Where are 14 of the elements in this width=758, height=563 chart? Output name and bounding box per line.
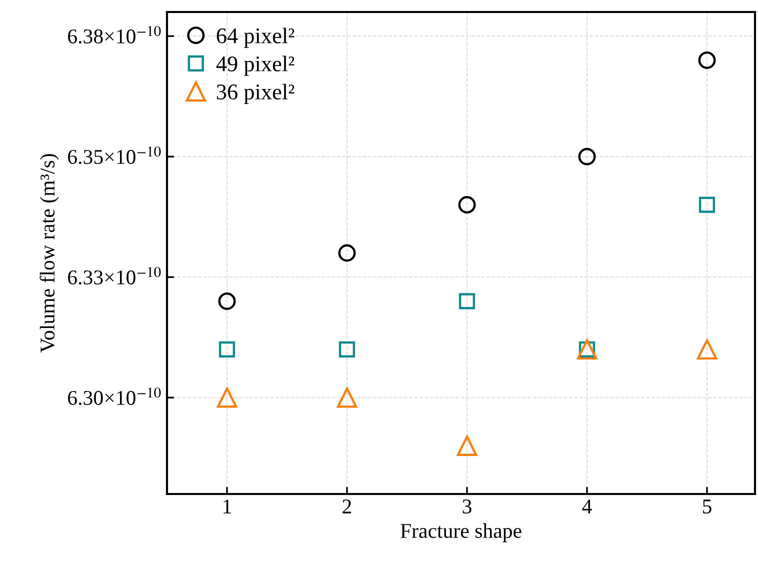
- y-tick-label: 6.33×10$^{−10}$: [68, 267, 161, 285]
- x-tick-label: 5: [703, 500, 712, 514]
- legend-label: 49 pixel²: [216, 56, 294, 76]
- y-axis-title: Volume flow rate (m³/s): [40, 154, 59, 353]
- y-tick-label: 6.38×10$^{−10}$: [68, 26, 161, 44]
- legend-label: 36 pixel²: [216, 84, 294, 104]
- x-axis-title: Fracture shape: [400, 523, 522, 542]
- x-tick-label: 4: [582, 500, 592, 514]
- x-tick-label: 2: [342, 500, 352, 514]
- x-tick-label: 1: [224, 500, 231, 514]
- y-tick-label: 6.35×10$^{−10}$: [68, 146, 161, 164]
- legend-label: 64 pixel²: [216, 28, 294, 48]
- y-tick-label: 6.30×10$^{−10}$: [68, 388, 161, 406]
- x-tick-label: 3: [462, 500, 472, 514]
